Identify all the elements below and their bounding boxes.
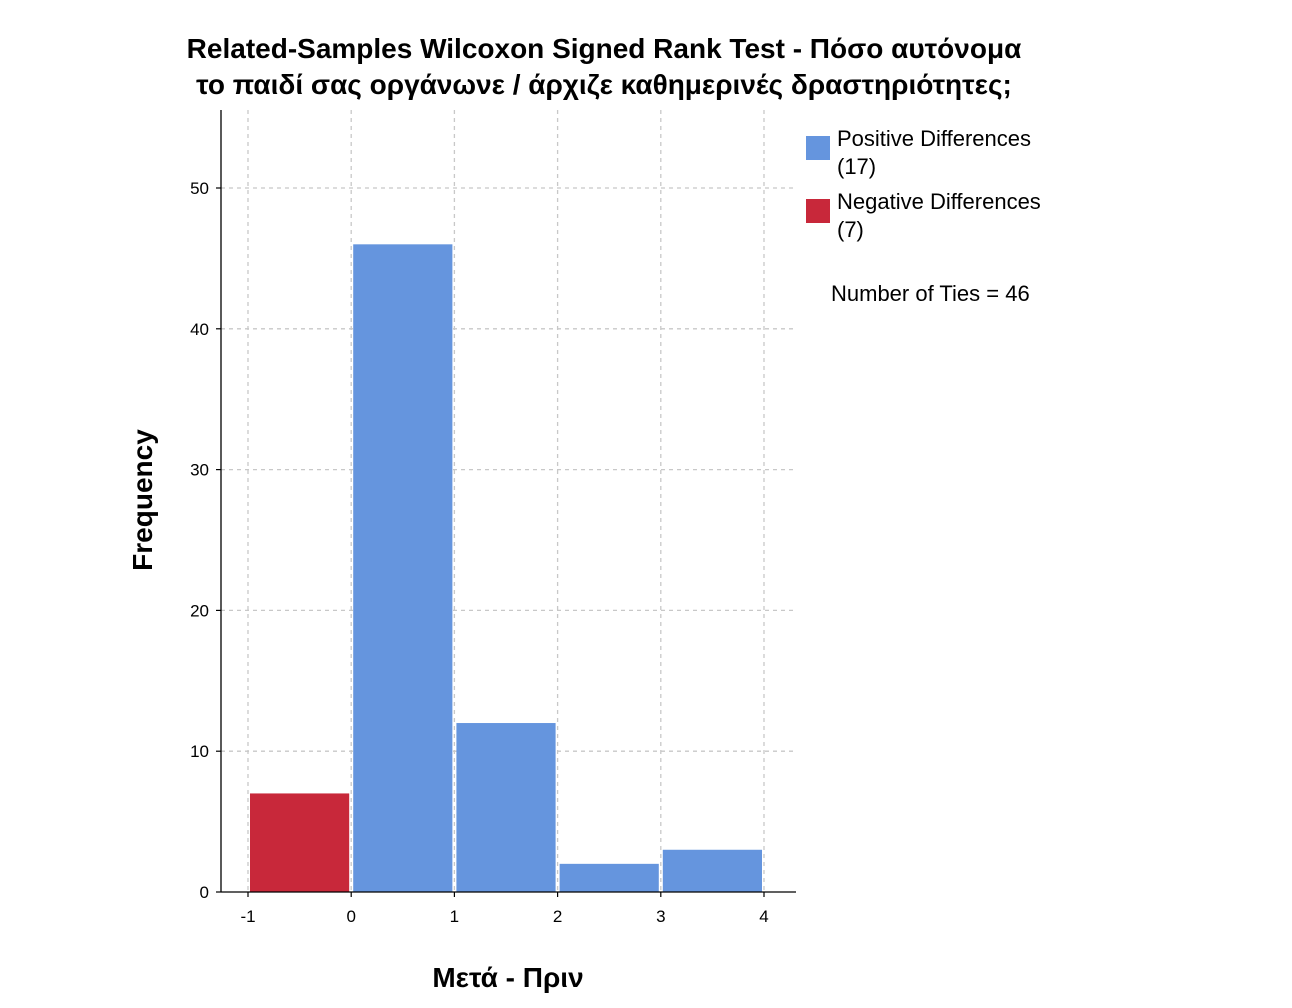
x-tick-label: 2 bbox=[553, 907, 562, 926]
y-tick-label: 10 bbox=[190, 742, 209, 761]
bar-positive bbox=[559, 863, 659, 892]
x-axis-title: Μετά - Πριν bbox=[432, 962, 583, 993]
x-tick-label: 0 bbox=[346, 907, 355, 926]
chart-title: Related-Samples Wilcoxon Signed Rank Tes… bbox=[187, 33, 1022, 100]
axes bbox=[220, 110, 796, 893]
grid bbox=[221, 110, 796, 892]
legend-ties-note: Number of Ties = 46 bbox=[831, 281, 1030, 306]
title-line-2: το παιδί σας οργάνωνε / άρχιζε καθημεριν… bbox=[196, 69, 1012, 100]
y-axis-title: Frequency bbox=[127, 429, 158, 571]
bar-positive bbox=[456, 723, 556, 892]
bar-negative bbox=[250, 793, 350, 892]
legend: Positive Differences (17) Negative Differe… bbox=[806, 126, 1041, 306]
y-tick-label: 30 bbox=[190, 461, 209, 480]
tick-labels: 0 10 20 30 40 50 -1 0 1 2 3 4 bbox=[190, 179, 769, 926]
legend-count-positive: (17) bbox=[837, 154, 876, 179]
x-tick-label: 4 bbox=[759, 907, 768, 926]
bars bbox=[250, 244, 762, 892]
x-tick-label: -1 bbox=[240, 907, 255, 926]
legend-swatch-negative bbox=[806, 199, 830, 223]
x-tick-label: 1 bbox=[450, 907, 459, 926]
title-line-1: Related-Samples Wilcoxon Signed Rank Tes… bbox=[187, 33, 1022, 64]
legend-label-negative: Negative Differences bbox=[837, 189, 1041, 214]
legend-label-positive: Positive Differences bbox=[837, 126, 1031, 151]
y-tick-label: 20 bbox=[190, 601, 209, 620]
bar-positive bbox=[353, 244, 453, 892]
y-tick-label: 50 bbox=[190, 179, 209, 198]
legend-count-negative: (7) bbox=[837, 217, 864, 242]
y-tick-label: 0 bbox=[200, 883, 209, 902]
legend-swatch-positive bbox=[806, 136, 830, 160]
x-tick-label: 3 bbox=[656, 907, 665, 926]
bar-positive bbox=[662, 849, 762, 892]
y-tick-label: 40 bbox=[190, 320, 209, 339]
